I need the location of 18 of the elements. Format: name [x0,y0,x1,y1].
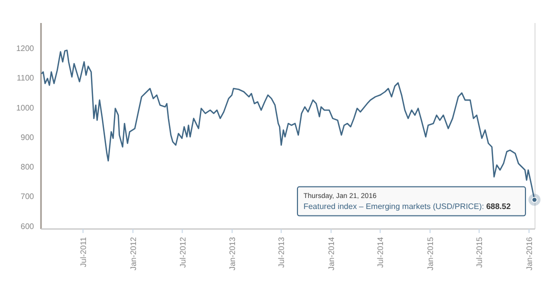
y-tick-label: 600 [20,222,35,231]
y-tick-label: 700 [20,192,35,202]
y-tick-label: 1100 [16,74,35,83]
x-tick-label: Jul-2014 [376,236,386,268]
x-tick-label: Jan-2012 [128,236,138,270]
x-tick-label: Jul-2015 [475,236,484,268]
y-tick-label: 900 [20,132,35,142]
y-tick-label: 800 [20,162,35,172]
x-tick-label: Jan-2016 [525,236,534,270]
x-tick-label: Jul-2011 [79,236,88,268]
x-tick-label: Jul-2012 [178,236,188,268]
x-tick-label: Jan-2014 [327,236,336,270]
x-tick-label: Jul-2013 [277,236,286,268]
x-tick-label: Jan-2015 [426,236,436,270]
y-tick-label: 1000 [16,103,35,112]
x-tick-label: Jan-2013 [228,236,238,270]
y-tick-label: 1200 [16,44,35,53]
annotation: Featured index – Emerging markets (USD/PRICE): 688.52 [303,202,512,211]
